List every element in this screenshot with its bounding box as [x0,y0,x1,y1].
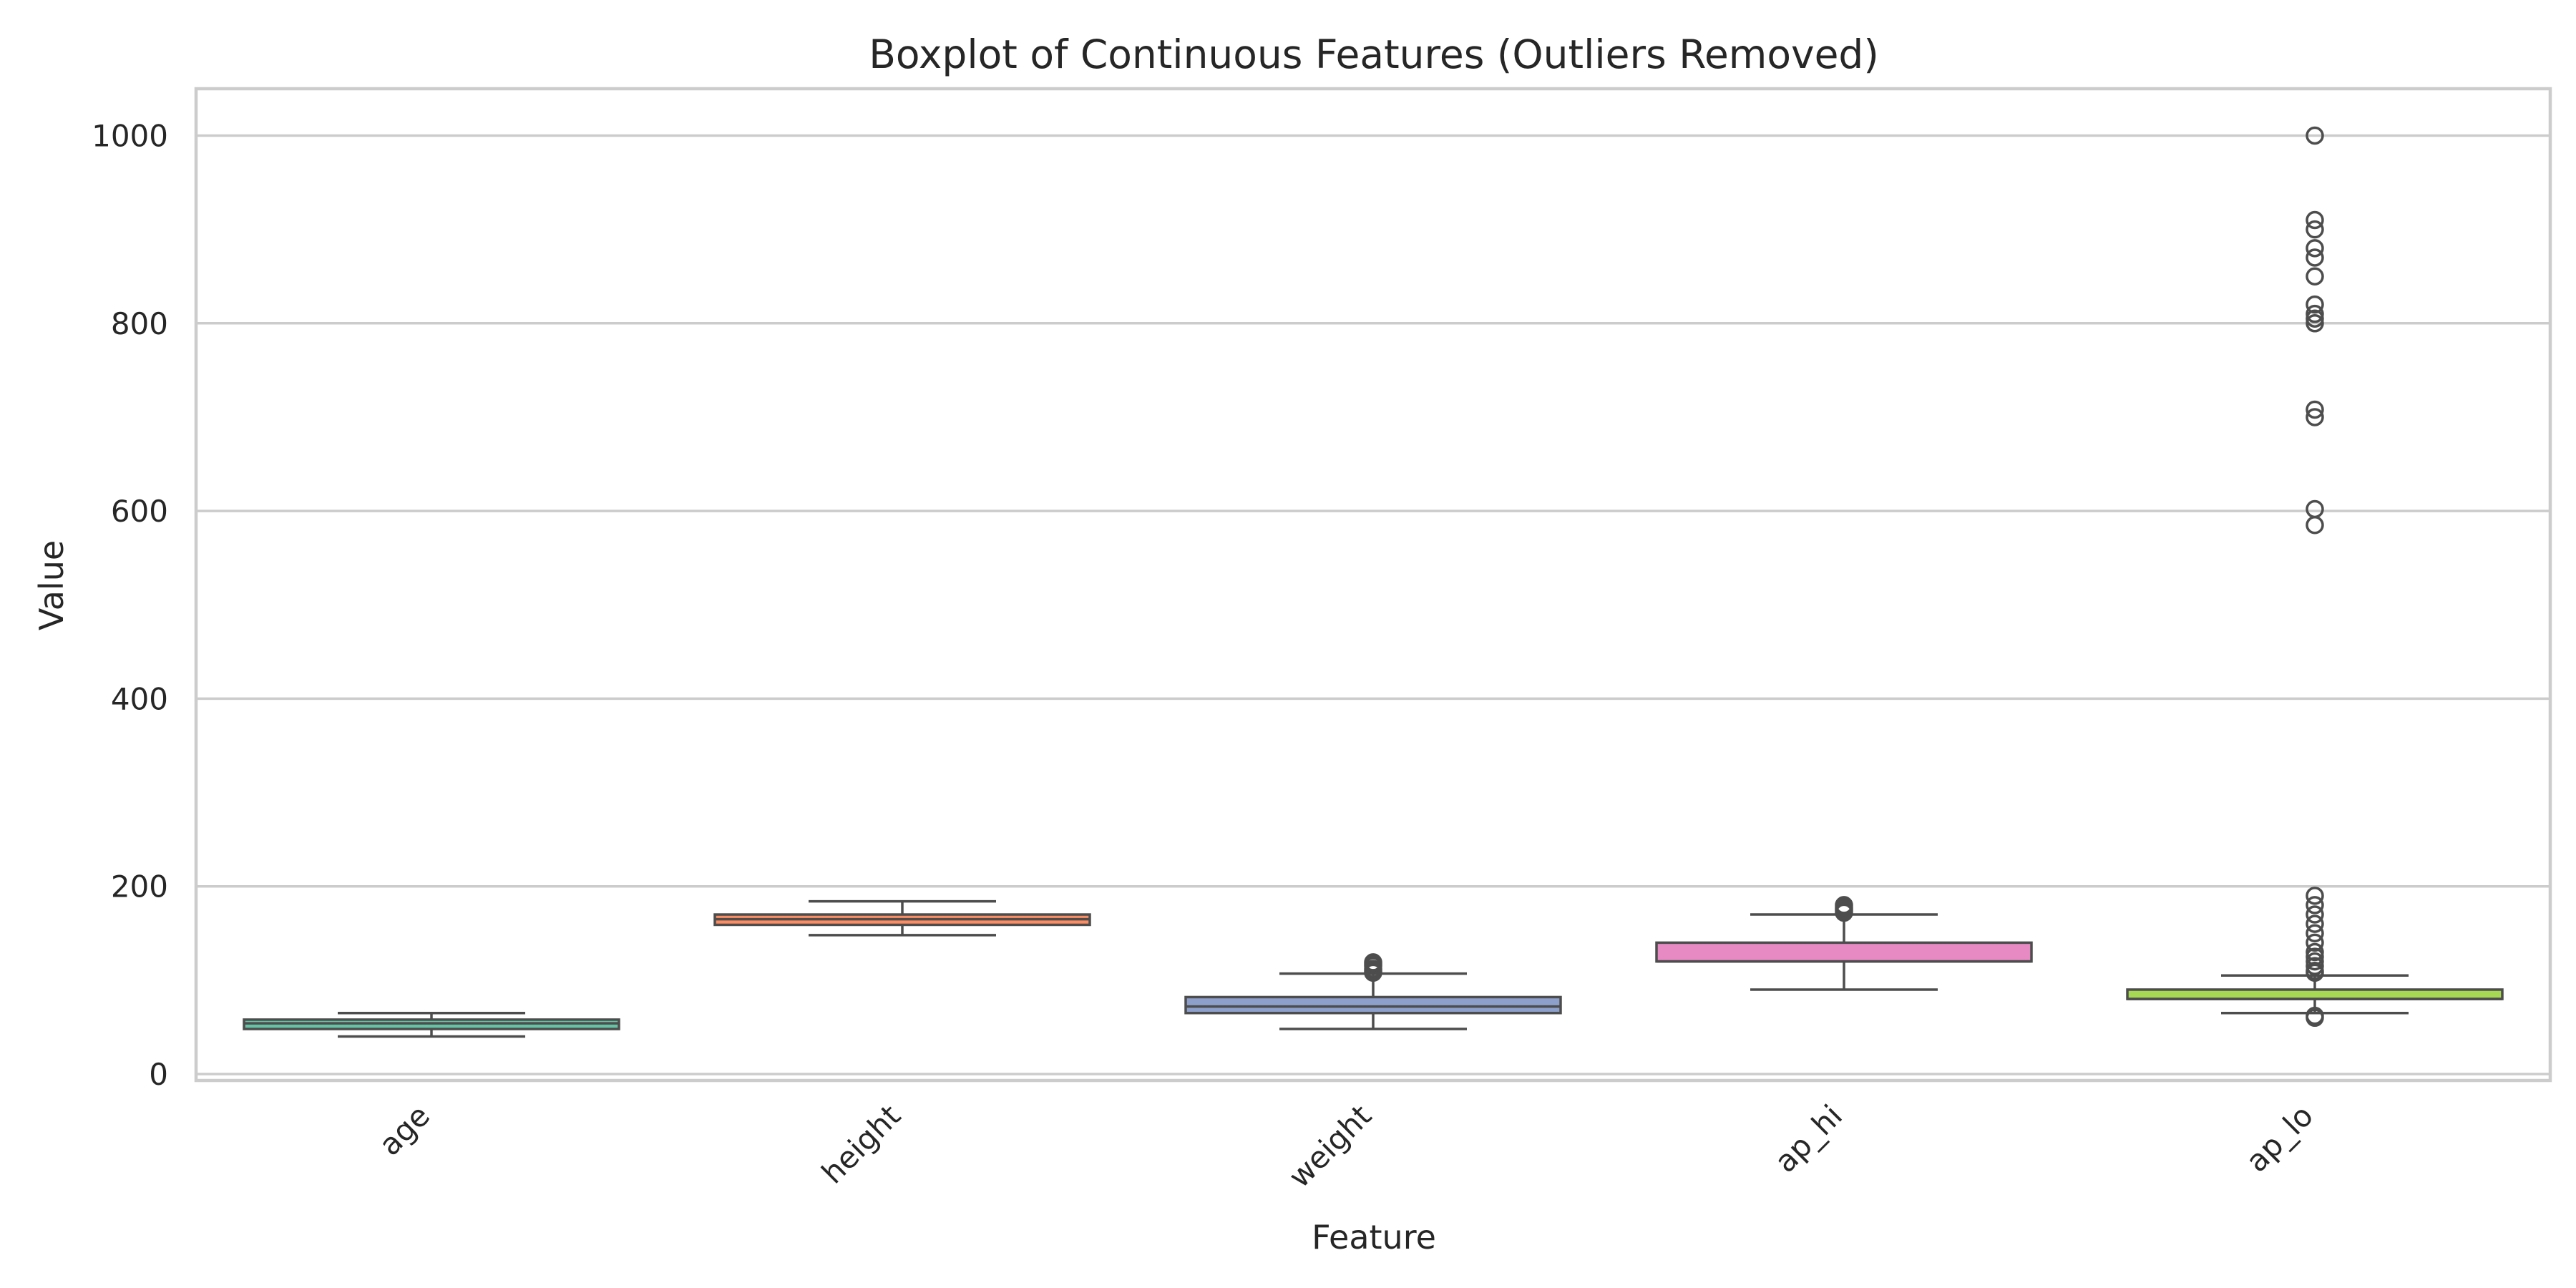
outlier-point [2306,239,2324,258]
y-tick-label: 600 [111,494,168,529]
box-layer [243,126,2504,1038]
outlier-point [2306,499,2324,519]
outlier-point [1835,896,1853,914]
outlier-point [2306,210,2324,230]
outlier-point [2306,304,2324,323]
box-group-weight [1184,953,1562,1030]
y-tick-label: 1000 [92,119,168,154]
y-tick-label: 200 [111,869,168,904]
outlier-point [2306,267,2324,286]
outlier-point [2306,942,2324,962]
outlier-point [2306,314,2324,333]
box-weight [1184,995,1562,1015]
box-group-ap_lo [2126,126,2504,1028]
outlier-point [2306,887,2324,905]
outlier-point [2306,1006,2324,1025]
x-tick-label: weight [1282,1098,1378,1194]
box-group-height [713,899,1091,937]
outlier-point [2306,961,2324,980]
outlier-point [2306,400,2324,419]
outlier-point [2306,248,2324,267]
outlier-point [2306,952,2324,971]
outlier-point [2306,295,2324,314]
y-tick-label: 800 [111,306,168,341]
outlier-point [2306,126,2324,145]
x-tick-label: height [815,1098,907,1190]
grid-layer [196,134,2550,1075]
box-ap_lo [2126,988,2504,1000]
x-axis-label: Feature [1312,1218,1436,1257]
chart-title: Boxplot of Continuous Features (Outliers… [869,31,1879,77]
outlier-point [2306,914,2324,933]
y-tick-label: 400 [111,681,168,716]
outlier-point [2306,408,2324,426]
outlier-point [2306,957,2324,975]
outlier-point [2306,947,2324,966]
y-axis-label: Value [32,540,71,630]
outlier-point [2306,516,2324,535]
box-ap_hi [1655,941,2033,963]
box-group-ap_hi [1655,896,2033,991]
y-tick-labels: 0 200 400 600 800 1000 [92,119,168,1093]
x-tick-label: ap_lo [2239,1098,2320,1179]
outlier-point [2306,220,2324,239]
outlier-point [2306,309,2324,328]
box-group-age [243,1012,620,1038]
outlier-point [2306,924,2324,943]
outlier-point [2306,933,2324,952]
outlier-point [2306,905,2324,924]
x-tick-label: age [372,1098,436,1162]
x-tick-label: ap_hi [1767,1098,1849,1179]
y-tick-label: 0 [149,1057,168,1092]
outlier-point [2306,896,2324,914]
x-tick-labels: age height weight ap_hi ap_lo [372,1098,2320,1194]
plot-frame [194,87,2552,1083]
outlier-point [1364,953,1382,972]
